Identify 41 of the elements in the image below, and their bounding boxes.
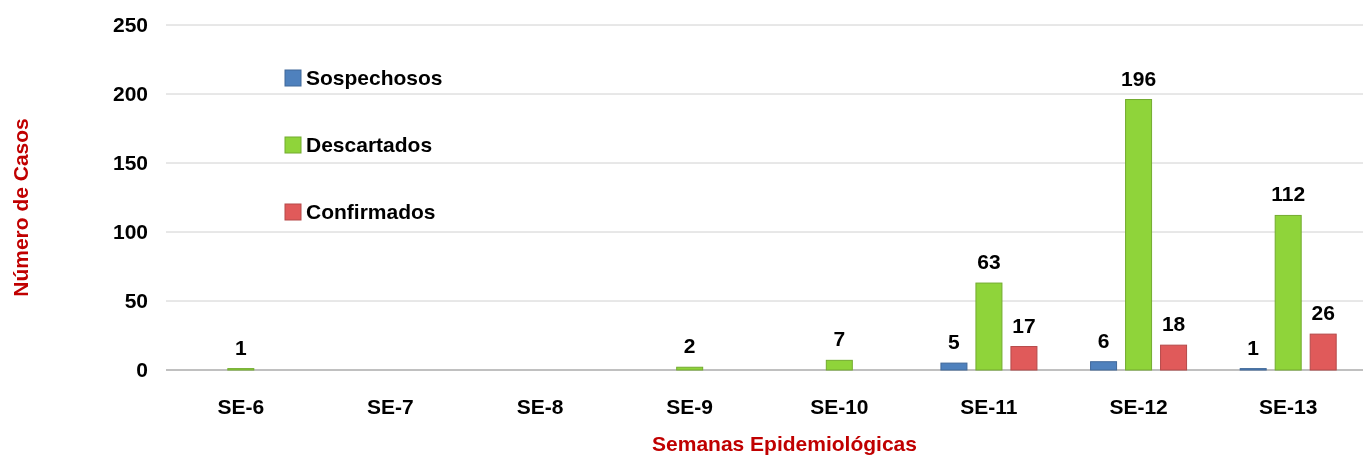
bar (975, 282, 1003, 371)
x-tick-label: SE-6 (217, 395, 265, 418)
x-tick-label: SE-7 (367, 395, 414, 418)
y-tick-label: 50 (124, 289, 148, 313)
x-tick-label: SE-11 (960, 395, 1018, 418)
data-label: 2 (683, 334, 696, 358)
legend-label: Descartados (306, 133, 433, 157)
x-tick-label: SE-10 (810, 395, 869, 418)
y-tick-label: 200 (112, 82, 148, 106)
y-axis-title: Número de Casos (9, 118, 32, 297)
data-label: 6 (1097, 328, 1110, 352)
bar (825, 359, 853, 371)
bar (1125, 99, 1153, 371)
x-tick-label: SE-9 (666, 395, 714, 418)
y-tick-label: 0 (136, 358, 148, 382)
data-label: 1 (234, 335, 247, 359)
data-label: 112 (1271, 182, 1306, 206)
data-label: 17 (1012, 313, 1036, 337)
legend-label: Confirmados (306, 200, 436, 224)
bar (1010, 346, 1038, 371)
data-label: 5 (948, 330, 961, 354)
bar (1160, 344, 1188, 371)
y-tick-label: 150 (112, 151, 148, 175)
data-label: 196 (1121, 66, 1157, 90)
data-label: 7 (833, 327, 846, 351)
y-tick-label: 250 (112, 13, 148, 37)
data-label: 26 (1311, 301, 1335, 325)
x-tick-label: SE-12 (1109, 395, 1168, 418)
data-label: 63 (977, 250, 1001, 274)
bar (1090, 361, 1118, 371)
data-label: 18 (1161, 312, 1186, 336)
y-tick-label: 100 (112, 220, 148, 244)
x-tick-label: SE-13 (1259, 395, 1318, 418)
bar (676, 366, 704, 371)
data-label: 1 (1247, 335, 1260, 359)
bar (1274, 214, 1302, 371)
bar (1309, 333, 1337, 371)
x-tick-label: SE-8 (516, 395, 564, 418)
legend-label: Sospechosos (306, 66, 443, 90)
bar (940, 362, 968, 371)
x-axis-title: Semanas Epidemiológicas (652, 432, 917, 455)
